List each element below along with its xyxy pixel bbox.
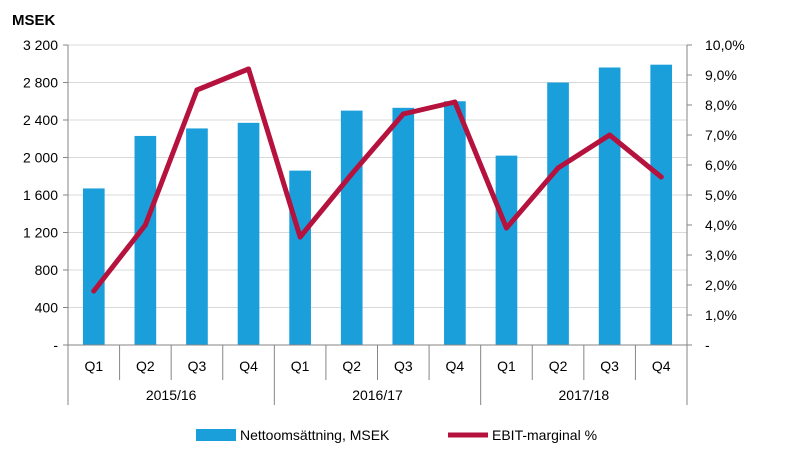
legend-swatch-bar [196,429,236,441]
y-tick-label: 2 800 [23,75,58,91]
legend-label: Nettoomsättning, MSEK [240,427,390,443]
line-point [452,99,458,105]
x-category-label: Q3 [188,358,207,374]
y2-tick-label: 10,0% [705,37,745,53]
x-category-label: Q2 [136,358,155,374]
y2-tick-label: - [705,337,710,353]
y2-tick-label: 4,0% [705,217,737,233]
y2-tick-label: 2,0% [705,277,737,293]
bar [340,110,363,345]
bar [134,135,157,345]
bar [186,128,208,345]
bar-series [82,64,673,345]
y2-tick-label: 6,0% [705,157,737,173]
line-point [555,165,561,171]
legend: Nettoomsättning, MSEK EBIT-marginal % [196,427,597,443]
axes [63,44,692,405]
y-tick-label: 400 [35,300,59,316]
y-tick-label: 2 400 [23,112,58,128]
bar [392,107,415,345]
bar [598,67,621,345]
y-tick-label: 3 200 [23,37,58,53]
y2-tick-label: 5,0% [705,187,737,203]
left-axis-ticks: - 400 800 1 200 1 600 2 000 2 400 2 800 3 200 [23,37,58,353]
bar [444,101,466,345]
x-category-label: Q4 [446,358,465,374]
line-point [91,288,97,294]
bar [237,122,260,345]
x-group-label: 2015/16 [146,387,197,403]
line-point [503,225,509,231]
x-category-label: Q3 [394,358,413,374]
x-category-label: Q1 [497,358,516,374]
y2-tick-label: 3,0% [705,247,737,263]
y-tick-label: 800 [35,262,59,278]
bar [289,170,311,345]
line-point [400,111,406,117]
right-axis-ticks: - 1,0% 2,0% 3,0% 4,0% 5,0% 6,0% 7,0% 8,0% 9,0% 10,… [705,37,745,353]
ebit-margin-line [91,66,664,294]
bar [650,64,673,345]
legend-label: EBIT-marginal % [492,427,597,443]
line-point [658,174,664,180]
line-point [297,234,303,240]
x-category-label: Q4 [239,358,258,374]
x-category-label: Q2 [549,358,568,374]
y-axis-title: MSEK [12,12,56,29]
y-tick-label: 2 000 [23,150,58,166]
x-category-label: Q2 [342,358,361,374]
line-point [194,87,200,93]
line-series [91,66,664,294]
line-point [142,222,148,228]
x-category-label: Q1 [291,358,310,374]
y-tick-label: - [53,337,58,353]
line-point [246,66,252,72]
x-category-label: Q1 [84,358,103,374]
y-tick-label: 1 200 [23,225,58,241]
line-point [349,171,355,177]
y2-tick-label: 1,0% [705,307,737,323]
x-axis-categories: Q1 Q2 Q3 Q4 Q1 Q2 Q3 Q4 Q1 Q2 Q3 Q4 2015/16 2016/17 20… [84,358,670,403]
y2-tick-label: 7,0% [705,127,737,143]
x-group-label: 2017/18 [559,387,610,403]
gridlines [68,44,687,308]
y2-tick-label: 9,0% [705,67,737,83]
bar [495,155,518,345]
x-category-label: Q3 [600,358,619,374]
y-tick-label: 1 600 [23,187,58,203]
x-category-label: Q4 [652,358,671,374]
y2-tick-label: 8,0% [705,97,737,113]
bar [82,188,105,345]
line-point [607,132,613,138]
x-group-label: 2016/17 [352,387,403,403]
bar [547,82,569,345]
